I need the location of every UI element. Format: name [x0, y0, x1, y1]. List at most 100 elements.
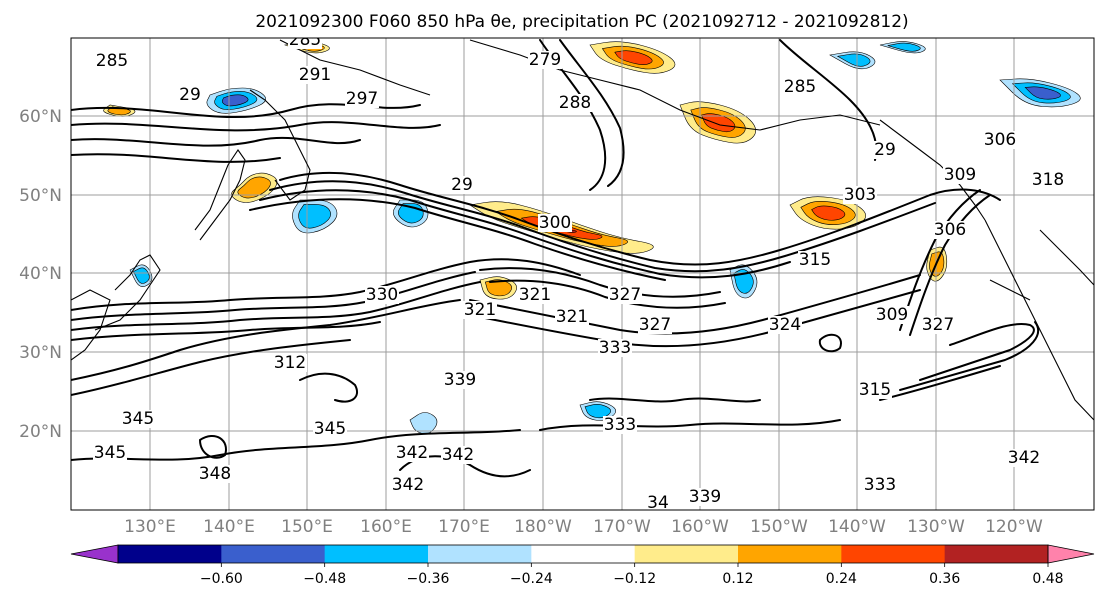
lon-label: 120°W [985, 517, 1043, 537]
contour-labels: 285 285 291 29 297 279 288 285 29 306 309 303 318 29 3… [93, 38, 1065, 513]
contour-label-bg [313, 420, 347, 438]
contour-label-bg [1031, 171, 1065, 189]
contour-label-bg [441, 446, 475, 464]
colorbar-tick-label: −0.36 [407, 571, 450, 587]
lat-label: 30°N [19, 343, 62, 363]
contour-label-bg [95, 52, 129, 70]
precip-anomaly-patch [887, 42, 921, 52]
precip-anomaly-patch [811, 205, 846, 221]
contour-label: 324 [769, 315, 801, 335]
contour-label: 345 [122, 409, 154, 429]
contour-label-bg [178, 86, 202, 104]
precip-anomaly-patch [584, 404, 611, 419]
precip-anomaly-patch [237, 176, 271, 199]
contour-label-bg [395, 444, 429, 462]
contour-label: 327 [639, 315, 671, 335]
lon-label: 170°W [593, 517, 651, 537]
contour-label-bg [298, 66, 332, 84]
contour-label: 330 [366, 285, 398, 305]
lon-label: 140°W [828, 517, 886, 537]
contour-label-bg [983, 131, 1017, 149]
lon-label: 150°E [281, 517, 333, 537]
contour-label-bg [450, 176, 474, 194]
colorbar-tick-label: −0.12 [613, 571, 656, 587]
precip-anomaly-patch [614, 50, 653, 65]
contour-label: 309 [876, 305, 908, 325]
contour-label-bg [528, 51, 562, 69]
contour-label-bg [608, 286, 642, 304]
contour-label-bg [858, 381, 892, 399]
contour-label-bg [463, 301, 497, 319]
lon-label: 150°W [750, 517, 808, 537]
lon-label: 130°W [907, 517, 965, 537]
contour-label: 327 [922, 315, 954, 335]
colorbar-tick-label: −0.60 [200, 571, 243, 587]
contour-label: 315 [859, 380, 891, 400]
contour-label: 297 [346, 89, 378, 109]
colorbar-frame [117, 544, 1049, 564]
contour-label-bg [121, 410, 155, 428]
contour-label-bg [873, 141, 897, 159]
contour-label-bg [1007, 449, 1041, 467]
lat-label: 60°N [19, 107, 62, 127]
colorbar-extend-low [70, 544, 119, 564]
contour-label-bg [558, 94, 592, 112]
contour-label: 306 [984, 130, 1016, 150]
contour-label-bg [921, 316, 955, 334]
contour-label: 315 [799, 250, 831, 270]
contour-label-bg [288, 38, 322, 49]
longitude-labels: 130°E 140°E 150°E 160°E 170°E 180°W 170°… [124, 517, 1043, 537]
map-title: 2021092300 F060 850 hPa θe, precipitatio… [255, 12, 908, 32]
contour-label-bg [198, 465, 232, 483]
contour-label: 321 [556, 307, 588, 327]
contour-label-bg [863, 476, 897, 494]
contour-label: 333 [864, 475, 896, 495]
precip-anomaly-patch [484, 279, 512, 297]
colorbar-segment [118, 545, 222, 563]
latitude-labels: 60°N 50°N 40°N 30°N 20°N [19, 107, 62, 442]
contour-label-bg [646, 494, 670, 510]
colorbar-segment [944, 545, 1049, 563]
colorbar-segment [634, 545, 739, 563]
contour-label-bg [783, 78, 817, 96]
contour-label: 34 [647, 493, 669, 513]
colorbar-tick-label: 0.12 [722, 571, 753, 587]
contour-label: 342 [442, 445, 474, 465]
contour-label: 333 [599, 338, 631, 358]
contour-label-bg [843, 186, 877, 204]
colorbar-segment [221, 545, 326, 563]
colorbar-segment [841, 545, 946, 563]
contour-label-bg [798, 251, 832, 269]
contour-label: 306 [934, 220, 966, 240]
lon-label: 130°E [124, 517, 176, 537]
lon-label: 170°E [438, 517, 490, 537]
contour-label-bg [555, 308, 589, 326]
contour-label-bg [598, 339, 632, 357]
contour-label: 321 [464, 300, 496, 320]
contour-label: 29 [179, 85, 201, 105]
precip-anomaly-patch [133, 267, 150, 284]
contour-label: 345 [94, 443, 126, 463]
contour-label-bg [93, 444, 127, 462]
contour-label: 285 [96, 51, 128, 71]
colorbar-tick-label: 0.36 [929, 571, 960, 587]
lon-label: 180°W [514, 517, 572, 537]
contour-label: 342 [1008, 448, 1040, 468]
contour-label: 288 [559, 93, 591, 113]
contour-label-bg [443, 371, 477, 389]
contour-label-bg [365, 286, 399, 304]
colorbar: −0.60 −0.48 −0.36 −0.24 −0.12 0.12 0.24 0.36 0.4… [70, 544, 1095, 587]
map-frame [70, 37, 1095, 511]
contour-label-bg [688, 488, 722, 506]
contour-label-bg [768, 316, 802, 334]
contour-label: 342 [396, 443, 428, 463]
precip-anomaly-patch [1024, 86, 1061, 100]
colorbar-tick-label: 0.24 [826, 571, 857, 587]
contour-label-bg [638, 316, 672, 334]
contour-label-bg [273, 354, 307, 372]
contour-label: 309 [944, 165, 976, 185]
contour-label: 327 [609, 285, 641, 305]
contour-label: 312 [274, 353, 306, 373]
contour-label-bg [345, 90, 379, 108]
